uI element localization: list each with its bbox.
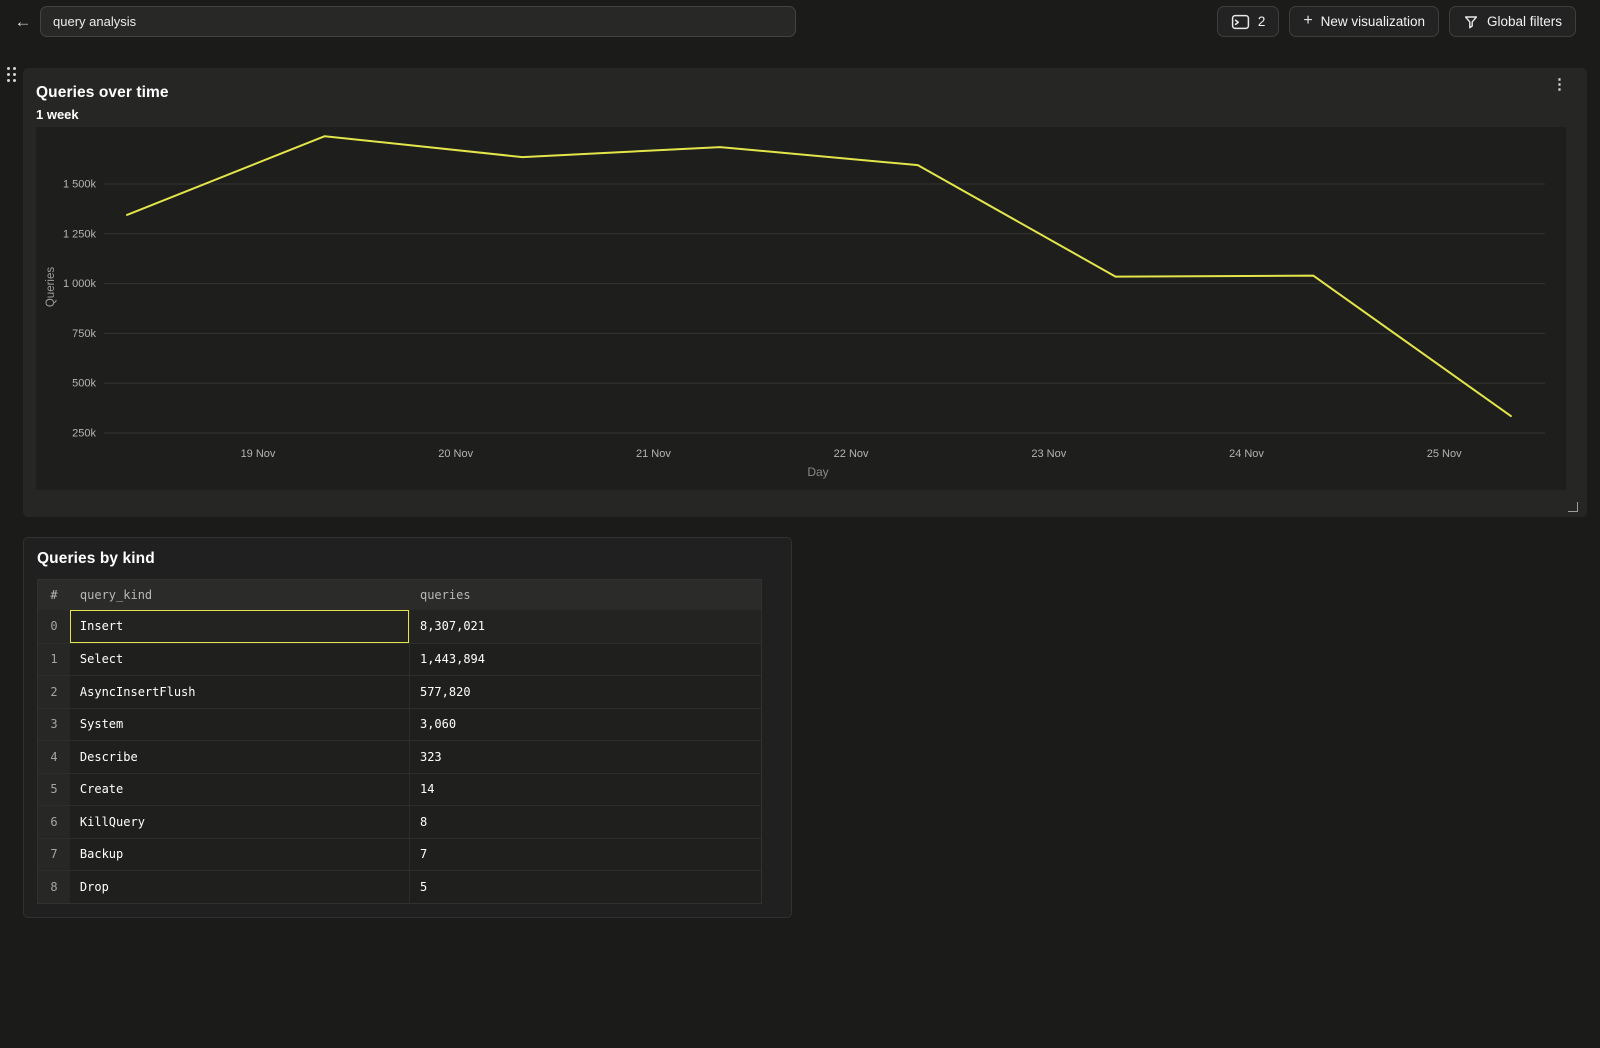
row-index-cell[interactable]: 6 bbox=[38, 806, 70, 838]
row-index-cell[interactable]: 4 bbox=[38, 741, 70, 773]
column-header-index[interactable]: # bbox=[50, 588, 58, 602]
row-index-cell[interactable]: 1 bbox=[38, 643, 70, 675]
top-bar: ← 2 + New visualization Global filters bbox=[0, 0, 1600, 42]
svg-text:750k: 750k bbox=[72, 328, 96, 340]
query-kind-cell[interactable]: Insert bbox=[69, 610, 409, 643]
svg-text:22 Nov: 22 Nov bbox=[834, 448, 869, 460]
svg-text:250k: 250k bbox=[72, 428, 96, 440]
svg-text:24 Nov: 24 Nov bbox=[1229, 448, 1264, 460]
table-row: 6 KillQuery 8 bbox=[38, 805, 761, 838]
kebab-menu-icon[interactable]: ⋮ bbox=[1552, 76, 1567, 93]
query-kind-cell[interactable]: AsyncInsertFlush bbox=[79, 684, 196, 699]
svg-text:500k: 500k bbox=[72, 378, 96, 390]
queries-line-chart: 250k 500k 750k 1 000k 1 250k 1 500k 19 Nov 20 N… bbox=[36, 127, 1566, 490]
query-kind-cell[interactable]: Drop bbox=[79, 879, 109, 894]
query-kind-cell[interactable]: Select bbox=[79, 652, 124, 667]
queries-value-cell[interactable]: 3,060 bbox=[408, 708, 761, 740]
svg-text:23 Nov: 23 Nov bbox=[1031, 448, 1066, 460]
chart-panel-subtitle: 1 week bbox=[36, 107, 79, 122]
plus-icon: + bbox=[1303, 12, 1313, 29]
table-header-row: # query_kind queries bbox=[38, 580, 761, 610]
table-row: 2 AsyncInsertFlush 577,820 bbox=[38, 675, 761, 708]
table-row: 5 Create 14 bbox=[38, 772, 761, 805]
row-index-cell[interactable]: 3 bbox=[38, 708, 70, 740]
global-filters-label: Global filters bbox=[1486, 14, 1562, 29]
y-axis-title: Queries bbox=[45, 267, 57, 308]
topbar-actions: 2 + New visualization Global filters bbox=[1216, 6, 1576, 37]
console-icon bbox=[1231, 14, 1249, 29]
line-chart-plot-area: 250k 500k 750k 1 000k 1 250k 1 500k 19 Nov 20 N… bbox=[36, 127, 1566, 490]
queries-value-cell[interactable]: 5 bbox=[408, 871, 761, 903]
query-kind-cell[interactable]: Create bbox=[79, 782, 124, 797]
query-kind-cell[interactable]: System bbox=[79, 717, 124, 732]
queries-value-cell[interactable]: 8,307,021 bbox=[408, 610, 761, 643]
queries-over-time-panel: Queries over time 1 week ⋮ 250k 500k 750k 1… bbox=[23, 68, 1587, 517]
back-arrow-icon[interactable]: ← bbox=[14, 12, 32, 31]
queries-value-cell[interactable]: 14 bbox=[408, 773, 761, 805]
queries-value-cell[interactable]: 8 bbox=[408, 806, 761, 838]
queries-value-cell[interactable]: 7 bbox=[408, 838, 761, 870]
chart-panel-title: Queries over time bbox=[36, 84, 169, 101]
svg-text:21 Nov: 21 Nov bbox=[636, 448, 671, 460]
svg-text:19 Nov: 19 Nov bbox=[241, 448, 276, 460]
svg-text:25 Nov: 25 Nov bbox=[1427, 448, 1462, 460]
table-row: 0 Insert 8,307,021 bbox=[38, 610, 761, 643]
svg-text:1 250k: 1 250k bbox=[63, 228, 97, 240]
queries-value-cell[interactable]: 1,443,894 bbox=[408, 643, 761, 675]
panel-resize-handle[interactable] bbox=[1568, 502, 1578, 512]
row-index-cell[interactable]: 5 bbox=[38, 773, 70, 805]
query-kind-cell[interactable]: Describe bbox=[79, 749, 138, 764]
panel-drag-handle[interactable] bbox=[7, 67, 20, 84]
column-header-queries[interactable]: queries bbox=[408, 580, 761, 610]
filter-funnel-icon bbox=[1464, 15, 1478, 28]
console-count-button[interactable]: 2 bbox=[1216, 6, 1280, 37]
table-body: 0 Insert 8,307,021 1 Select 1,443,894 2 AsyncIn… bbox=[38, 610, 761, 903]
new-visualization-label: New visualization bbox=[1320, 14, 1425, 29]
row-index-cell[interactable]: 2 bbox=[38, 676, 70, 708]
column-header-query-kind[interactable]: query_kind bbox=[79, 588, 153, 602]
svg-text:1 000k: 1 000k bbox=[63, 278, 97, 290]
x-axis-title: Day bbox=[807, 465, 828, 479]
table-panel-title: Queries by kind bbox=[37, 550, 155, 567]
queries-series-line bbox=[126, 135, 1512, 418]
queries-by-kind-panel: Queries by kind # query_kind queries 0 In… bbox=[23, 537, 792, 918]
svg-text:1 500k: 1 500k bbox=[63, 178, 97, 190]
query-kind-cell[interactable]: KillQuery bbox=[79, 814, 145, 829]
svg-text:20 Nov: 20 Nov bbox=[438, 448, 473, 460]
global-filters-button[interactable]: Global filters bbox=[1448, 6, 1576, 37]
row-index-cell[interactable]: 0 bbox=[38, 610, 70, 643]
queries-value-cell[interactable]: 577,820 bbox=[408, 676, 761, 708]
table-row: 8 Drop 5 bbox=[38, 870, 761, 903]
table-row: 4 Describe 323 bbox=[38, 740, 761, 773]
query-kind-cell[interactable]: Backup bbox=[79, 847, 124, 862]
row-index-cell[interactable]: 8 bbox=[38, 871, 70, 903]
search-input[interactable] bbox=[40, 6, 796, 37]
row-index-cell[interactable]: 7 bbox=[38, 838, 70, 870]
table-row: 3 System 3,060 bbox=[38, 707, 761, 740]
console-count: 2 bbox=[1257, 14, 1266, 29]
new-visualization-button[interactable]: + New visualization bbox=[1289, 6, 1439, 37]
table-row: 7 Backup 7 bbox=[38, 837, 761, 870]
table-row: 1 Select 1,443,894 bbox=[38, 642, 761, 675]
queries-value-cell[interactable]: 323 bbox=[408, 741, 761, 773]
queries-by-kind-table: # query_kind queries 0 Insert 8,307,021 1 Se… bbox=[37, 579, 762, 904]
